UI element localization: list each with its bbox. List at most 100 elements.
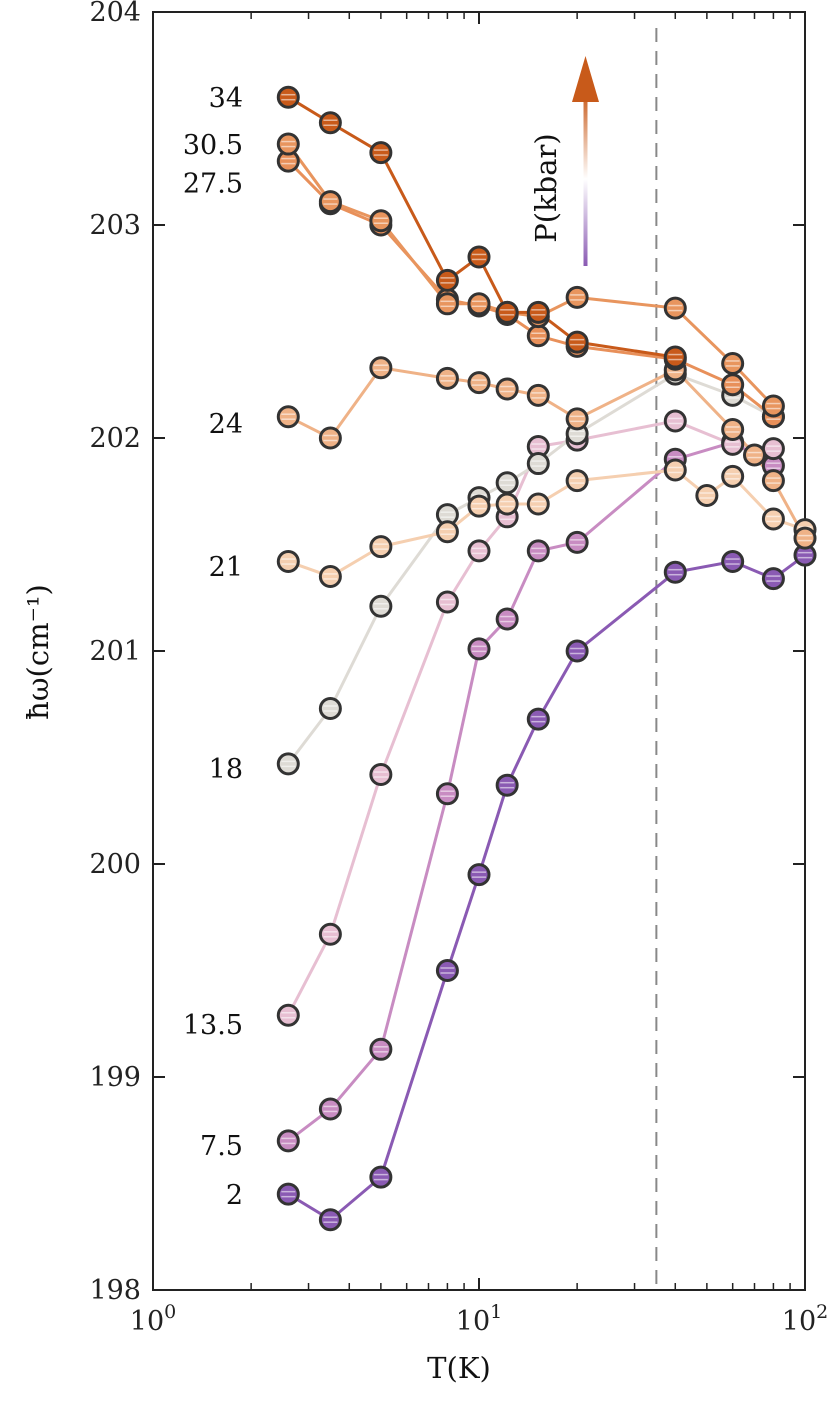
data-series	[276, 85, 817, 1232]
series-markers	[276, 85, 817, 1232]
data-point	[721, 550, 745, 574]
data-point	[435, 959, 459, 982]
y-tick-label: 202	[89, 423, 141, 454]
data-point	[276, 132, 300, 156]
data-point	[276, 1003, 300, 1027]
data-point	[369, 763, 393, 787]
series-line-2	[287, 553, 806, 1222]
data-point	[721, 464, 745, 488]
data-point	[526, 300, 550, 324]
data-point	[495, 773, 519, 797]
data-point	[435, 590, 459, 614]
data-point	[276, 752, 300, 776]
series-lines	[286, 95, 807, 1222]
series-label: 18	[209, 754, 243, 785]
data-point	[495, 492, 519, 516]
data-point	[721, 417, 745, 441]
series-label: 7.5	[200, 1131, 243, 1162]
plot-axes: 198 199 200 201 202 203 204 100 101 102	[89, 0, 828, 1337]
data-point	[276, 1129, 300, 1153]
data-point	[369, 141, 393, 165]
data-point	[467, 539, 491, 563]
x-tick-label: 102	[782, 1301, 828, 1337]
data-point	[435, 292, 459, 316]
series-label: 27.5	[183, 168, 243, 199]
data-point	[526, 539, 550, 563]
pressure-arrow-shaft	[583, 92, 588, 266]
data-point	[565, 639, 589, 663]
series-labels: 34 30.5 27.5 24 21 18 13.5 7.5 2	[183, 83, 243, 1211]
data-point	[276, 550, 300, 574]
data-point	[369, 1165, 393, 1189]
data-point	[721, 373, 745, 397]
data-point	[526, 492, 550, 516]
data-point	[318, 564, 342, 588]
data-point	[663, 296, 687, 320]
data-point	[565, 530, 589, 554]
data-point	[467, 863, 491, 887]
pressure-arrow-label: P(kbar)	[529, 133, 563, 242]
data-point	[743, 443, 767, 467]
data-point	[663, 458, 687, 482]
data-point	[318, 190, 342, 214]
data-point	[565, 407, 589, 431]
data-point	[495, 377, 519, 401]
data-point	[318, 697, 342, 721]
data-point	[793, 526, 817, 550]
series-label: 2	[226, 1180, 243, 1211]
series-label: 21	[209, 552, 243, 583]
y-tick-label: 203	[89, 210, 141, 241]
y-axis-label: ħω(cm⁻¹)	[21, 584, 55, 720]
data-point	[369, 209, 393, 233]
data-point	[435, 366, 459, 390]
data-point	[565, 285, 589, 309]
data-point	[435, 268, 459, 292]
series-line-34	[287, 95, 676, 359]
y-tick-label: 199	[89, 1062, 141, 1093]
data-point	[761, 567, 785, 591]
data-point	[369, 535, 393, 559]
data-point	[467, 371, 491, 395]
data-point	[565, 469, 589, 493]
data-point	[526, 707, 550, 731]
data-point	[761, 437, 785, 461]
y-tick-label: 198	[89, 1275, 141, 1306]
series-label: 24	[209, 409, 243, 440]
data-point	[663, 560, 687, 584]
data-point	[495, 471, 519, 495]
data-point	[761, 394, 785, 418]
data-point	[318, 426, 342, 450]
data-point	[318, 1208, 342, 1232]
pressure-arrow: P(kbar)	[529, 56, 599, 266]
y-tick-label: 201	[89, 636, 141, 667]
data-point	[495, 300, 519, 324]
data-point	[467, 245, 491, 269]
data-point	[495, 607, 519, 631]
data-point	[761, 507, 785, 531]
data-point	[318, 1097, 342, 1121]
x-tick-label: 100	[130, 1301, 176, 1337]
x-tick-label: 101	[456, 1301, 502, 1337]
data-point	[467, 494, 491, 518]
data-point	[318, 111, 342, 135]
data-point	[318, 922, 342, 946]
series-label: 30.5	[183, 130, 243, 161]
data-point	[526, 452, 550, 476]
data-point	[369, 1037, 393, 1061]
data-point	[369, 356, 393, 380]
pressure-arrow-head	[572, 56, 599, 102]
data-point	[276, 85, 300, 109]
data-point	[276, 1182, 300, 1206]
series-label: 13.5	[183, 1010, 243, 1041]
data-point	[467, 637, 491, 661]
data-point	[435, 782, 459, 806]
y-tick-label: 200	[89, 849, 141, 880]
y-tick-label: 204	[89, 0, 141, 28]
series-label: 34	[209, 83, 243, 114]
x-axis-label: T(K)	[427, 1351, 491, 1385]
data-point	[565, 330, 589, 354]
data-point	[663, 345, 687, 369]
data-point	[663, 409, 687, 433]
data-point	[695, 484, 719, 508]
